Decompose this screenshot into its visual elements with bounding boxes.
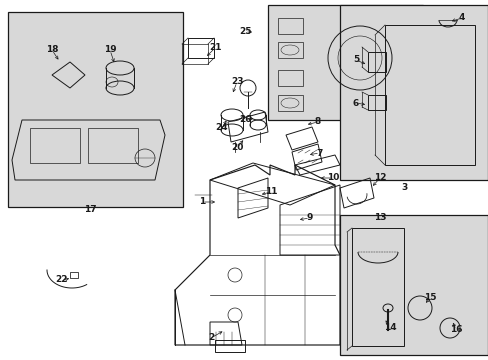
Bar xyxy=(8,12,183,207)
Text: 24: 24 xyxy=(215,123,228,132)
Text: 10: 10 xyxy=(326,174,339,183)
Text: 4: 4 xyxy=(458,13,464,22)
Text: 14: 14 xyxy=(383,323,395,332)
Text: 7: 7 xyxy=(316,148,323,158)
Text: 16: 16 xyxy=(449,325,461,334)
Bar xyxy=(339,215,487,355)
Text: 15: 15 xyxy=(423,293,435,302)
Bar xyxy=(278,95,303,111)
Text: 12: 12 xyxy=(373,174,386,183)
Text: 26: 26 xyxy=(239,116,252,125)
Bar xyxy=(70,272,78,278)
Text: 19: 19 xyxy=(103,45,116,54)
Bar xyxy=(267,5,422,120)
Bar xyxy=(367,52,385,72)
Bar xyxy=(278,42,303,58)
Text: 22: 22 xyxy=(56,275,68,284)
Text: 21: 21 xyxy=(208,44,221,53)
Bar xyxy=(367,95,385,110)
Bar xyxy=(187,38,214,58)
Text: 20: 20 xyxy=(230,144,243,153)
Text: 3: 3 xyxy=(401,183,407,192)
Bar xyxy=(215,340,244,352)
Bar xyxy=(339,5,487,180)
Bar xyxy=(88,128,138,163)
Text: 6: 6 xyxy=(352,99,358,108)
Text: 17: 17 xyxy=(83,206,96,215)
Text: 5: 5 xyxy=(352,55,358,64)
Text: 13: 13 xyxy=(373,213,386,222)
Text: 23: 23 xyxy=(230,77,243,86)
Bar xyxy=(351,228,403,346)
Text: 1: 1 xyxy=(199,198,204,207)
Text: 9: 9 xyxy=(306,213,312,222)
Text: 8: 8 xyxy=(314,117,321,126)
Text: 18: 18 xyxy=(46,45,58,54)
Bar xyxy=(278,70,303,86)
Bar xyxy=(384,25,474,165)
Text: 11: 11 xyxy=(264,188,277,197)
Text: 2: 2 xyxy=(207,333,214,342)
Bar xyxy=(30,128,80,163)
Text: 25: 25 xyxy=(238,27,251,36)
Bar xyxy=(278,18,303,34)
